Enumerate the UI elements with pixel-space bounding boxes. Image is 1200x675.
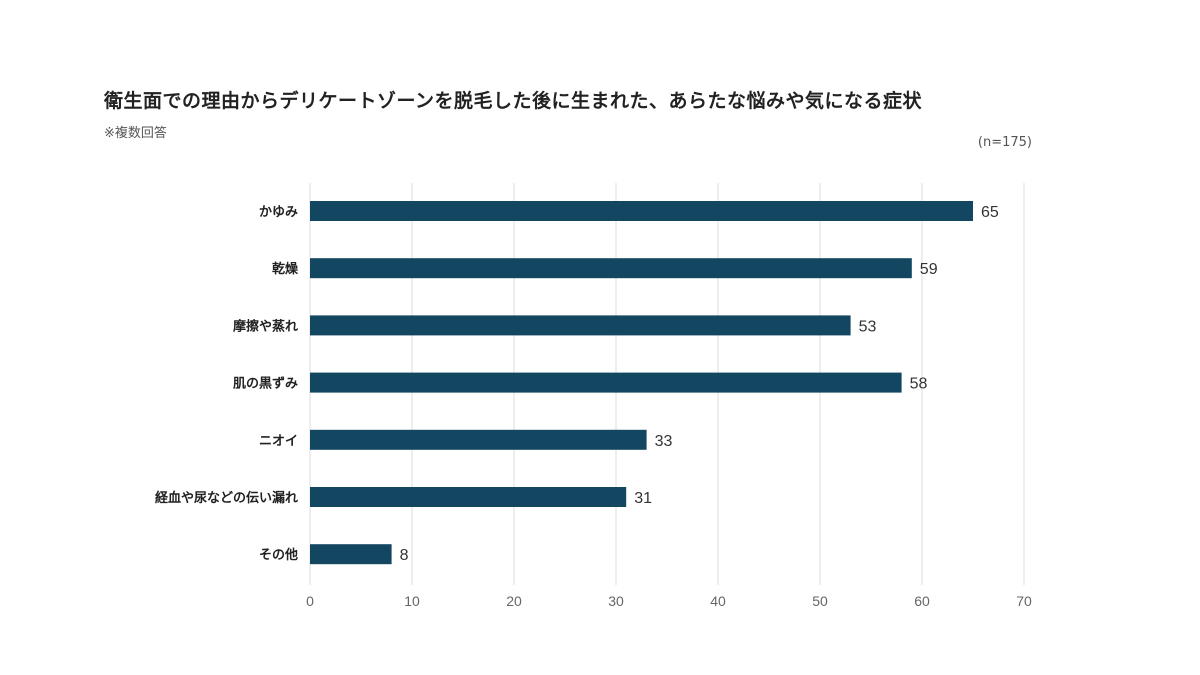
sample-size-note: (n=175) <box>977 135 1032 150</box>
x-tick-label: 20 <box>506 593 522 609</box>
x-tick-label: 0 <box>306 593 314 609</box>
value-label: 31 <box>634 490 652 507</box>
bar <box>310 372 902 393</box>
bar <box>310 487 627 507</box>
category-label: かゆみ <box>259 205 298 220</box>
bar <box>310 429 647 450</box>
x-tick-label: 30 <box>608 593 624 609</box>
value-label: 53 <box>859 318 877 335</box>
bar <box>310 258 912 279</box>
value-labels: 65 59 53 58 33 31 8 <box>400 204 999 564</box>
chart-subtitle: ※複数回答 <box>104 126 167 141</box>
category-label: 経血や尿などの伝い漏れ <box>155 490 298 506</box>
value-label: 8 <box>400 547 409 564</box>
category-label: 摩擦や蒸れ <box>233 318 298 334</box>
x-tick-label: 50 <box>812 593 828 609</box>
value-label: 65 <box>981 204 999 221</box>
value-label: 33 <box>655 433 673 450</box>
value-label: 59 <box>920 261 938 278</box>
category-label: 肌の黒ずみ <box>233 376 298 392</box>
x-tick-label: 70 <box>1016 593 1032 609</box>
bar <box>310 315 851 336</box>
value-label: 58 <box>910 376 928 393</box>
chart-title: 衛生面での理由からデリケートゾーンを脱毛した後に生まれた、あらたな悩みや気になる… <box>104 90 923 112</box>
x-tick-label: 10 <box>404 593 420 609</box>
bar <box>310 544 392 565</box>
x-tick-label: 40 <box>710 593 726 609</box>
bars <box>310 201 973 565</box>
category-label: その他 <box>259 547 298 563</box>
bar <box>310 201 973 221</box>
x-tick-label: 60 <box>914 593 930 609</box>
category-label: ニオイ <box>259 434 298 449</box>
x-axis-ticks: 0 10 20 30 40 50 60 70 <box>306 593 1032 609</box>
category-label: 乾燥 <box>272 261 299 277</box>
